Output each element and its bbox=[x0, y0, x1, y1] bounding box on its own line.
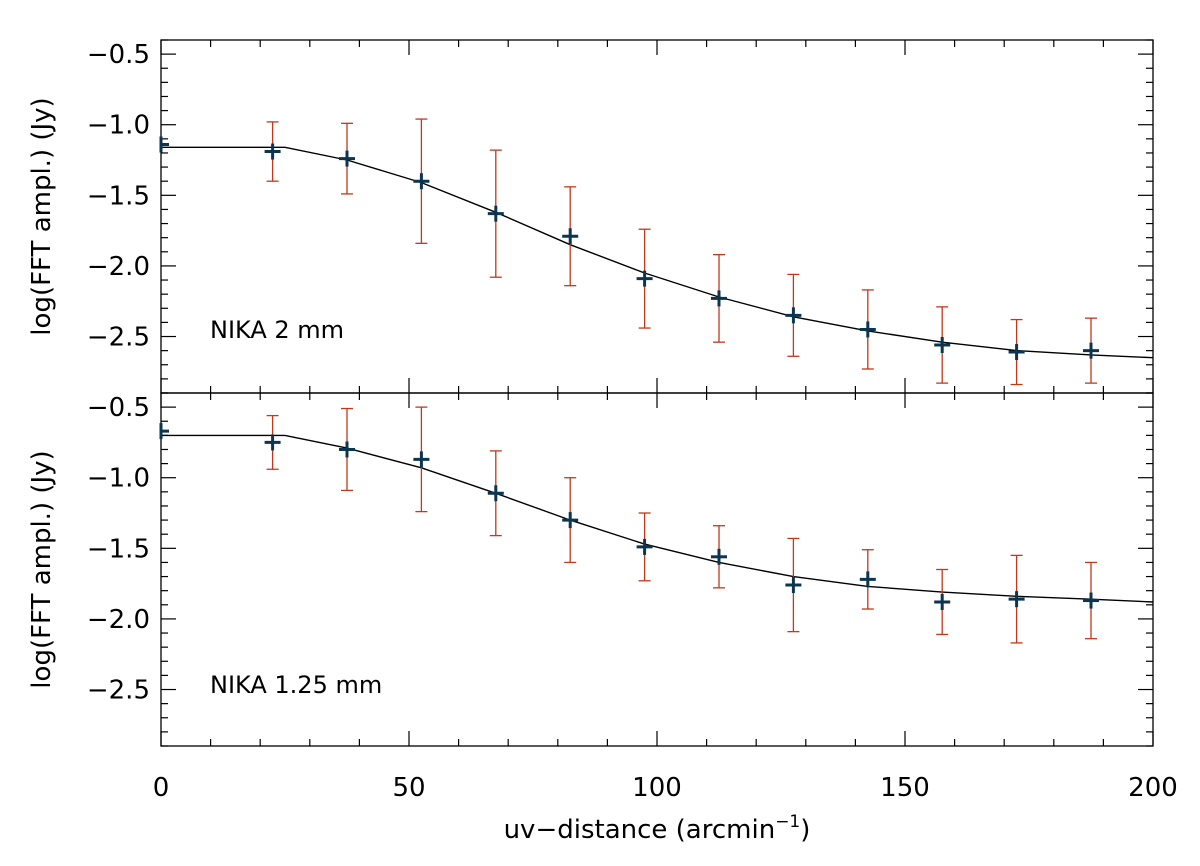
panel-bottom-y-tick-label: −1.5 bbox=[87, 534, 150, 564]
panel-top-data-point bbox=[159, 136, 169, 153]
panel-bottom-data-point bbox=[785, 577, 802, 594]
panel-bottom-data-point bbox=[413, 451, 430, 468]
panel-top-y-tick-label: −2.5 bbox=[87, 323, 150, 353]
panel-top-data-point bbox=[785, 307, 802, 324]
panel-bottom-xlabel: uv−distance (arcmin−1) bbox=[504, 812, 811, 845]
panel-bottom-data-point bbox=[1008, 591, 1025, 608]
panel-top-model-curve bbox=[161, 146, 1154, 359]
panel-bottom-data-point bbox=[264, 434, 281, 451]
panel-top-data-point bbox=[264, 143, 281, 160]
panel-bottom-data-point bbox=[934, 593, 951, 610]
panel-top-data-point bbox=[339, 150, 355, 167]
panel-bottom-data-point bbox=[1083, 592, 1099, 609]
panel-top-y-tick-label: −1.5 bbox=[87, 181, 150, 211]
panel-top-y-tick-label: −1.0 bbox=[87, 111, 150, 141]
panel-bottom-x-tick-label: 150 bbox=[880, 773, 930, 803]
panel-top-data-point bbox=[562, 228, 579, 245]
panel-bottom-ylabel: log(FFT ampl.) (Jy) bbox=[27, 450, 57, 688]
panel-top-label: NIKA 2 mm bbox=[210, 316, 344, 344]
panel-top-y-tick-label: −0.5 bbox=[87, 40, 150, 70]
panel-bottom-plot: −0.5 −1.0 −1.5 −2.0 −2.5 log(FFT ampl.) (Jy) N… bbox=[27, 392, 1178, 845]
xlabel-end: ) bbox=[800, 815, 810, 845]
panel-bottom-data-point bbox=[636, 538, 653, 555]
panel-top-ylabel: log(FFT ampl.) (Jy) bbox=[27, 97, 57, 335]
panel-bottom-y-tick-label: −2.0 bbox=[87, 605, 150, 635]
panel-bottom-model-curve bbox=[161, 434, 1154, 603]
panel-bottom-x-tick-label: 200 bbox=[1128, 773, 1178, 803]
panel-bottom-data-point bbox=[859, 571, 876, 588]
panel-top-y-tick-label: −2.0 bbox=[87, 252, 150, 282]
panel-bottom-x-tick-label: 100 bbox=[632, 773, 682, 803]
panel-bottom-data-point bbox=[711, 548, 727, 565]
panel-top-data-point bbox=[1008, 344, 1025, 361]
panel-bottom-y-tick-label: −1.0 bbox=[87, 464, 150, 494]
xlabel-main: uv−distance (arcmin bbox=[504, 815, 776, 845]
panel-bottom-x-tick-label: 50 bbox=[392, 773, 425, 803]
panel-top-data-point bbox=[1083, 342, 1099, 359]
panel-bottom-data-point bbox=[159, 423, 169, 440]
panel-top-data-point bbox=[934, 336, 951, 353]
panel-bottom-label: NIKA 1.25 mm bbox=[210, 671, 382, 699]
panel-bottom-y-tick-label: −2.5 bbox=[87, 676, 150, 706]
panel-bottom-y-tick-label: −0.5 bbox=[87, 393, 150, 423]
panel-bottom-x-tick-label: 0 bbox=[153, 773, 170, 803]
panel-top-plot: −0.5 −1.0 −1.5 −2.0 −2.5 log(FFT ampl.) (Jy) N… bbox=[27, 39, 1154, 394]
panel-top-data-point bbox=[711, 290, 727, 307]
panel-top-data-point bbox=[413, 173, 430, 190]
panel-top-data-point bbox=[859, 321, 876, 338]
panel-bottom-data-point bbox=[562, 512, 579, 529]
panel-top-data-point bbox=[636, 270, 653, 287]
panel-bottom-data-point bbox=[339, 441, 355, 458]
panel-bottom-data-point bbox=[487, 485, 504, 502]
panel-top-data-point bbox=[487, 205, 504, 222]
xlabel-superscript: −1 bbox=[775, 812, 800, 832]
